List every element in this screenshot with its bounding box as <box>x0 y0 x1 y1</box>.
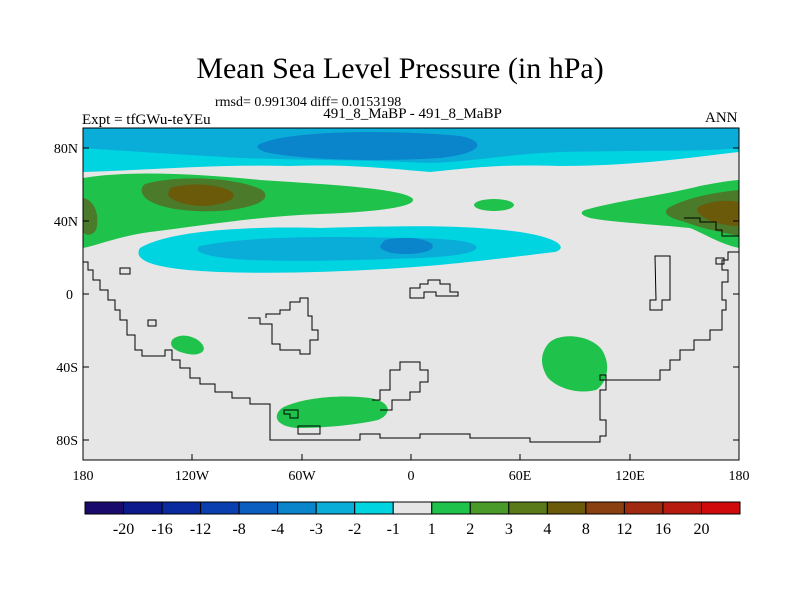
colorbar-box <box>623 501 664 515</box>
colorbar-label: -8 <box>232 521 245 538</box>
colorbar-box <box>508 501 548 515</box>
colorbar-box <box>277 501 317 515</box>
north-small-high <box>474 199 514 211</box>
season-label: ANN <box>705 110 738 126</box>
lon-tick-marks <box>82 454 740 460</box>
coast-island-south <box>297 425 321 435</box>
south-high-indian <box>542 336 608 392</box>
colorbar-label: -4 <box>271 521 284 538</box>
coast-north-island <box>409 279 459 299</box>
lon-label-0: 0 <box>408 469 415 484</box>
lat-tick-marks <box>83 147 739 441</box>
lat-label-40n: 40N <box>54 215 78 230</box>
coast-south-arm <box>372 361 429 411</box>
arctic-low-core <box>257 132 478 160</box>
colorbar-boxes <box>84 501 741 515</box>
colorbar-box <box>546 501 587 515</box>
lat-label-40s: 40S <box>56 361 78 376</box>
colorbar-box <box>700 501 741 515</box>
colorbar-label: -2 <box>348 521 361 538</box>
colorbar-label: 12 <box>616 521 632 538</box>
experiment-label: Expt = tfGWu-teYEu <box>82 112 211 128</box>
colorbar-box <box>431 501 471 515</box>
north-high-east-brown <box>697 200 739 226</box>
colorbar-label: -12 <box>190 521 211 538</box>
lon-label-60e: 60E <box>509 469 532 484</box>
colorbar-box <box>315 501 356 515</box>
colorbar-label: 4 <box>543 521 551 538</box>
colorbar-box <box>123 501 163 515</box>
colorbar-box <box>585 501 625 515</box>
colorbar-label: 3 <box>505 521 513 538</box>
lat-label-80n: 80N <box>54 142 78 157</box>
coast-left-continent <box>83 251 739 443</box>
coast-mid-island <box>248 297 319 355</box>
lon-label-180w: 180 <box>73 469 94 484</box>
stats-line: rmsd= 0.991304 diff= 0.0153198 <box>215 95 402 110</box>
colorbar-box <box>200 501 240 515</box>
lon-label-180e: 180 <box>729 469 750 484</box>
coast-tiny-a <box>147 319 157 327</box>
coast-island-small <box>283 409 299 419</box>
colorbar-label: -16 <box>151 521 172 538</box>
lat-label-80s: 80S <box>56 434 78 449</box>
south-high-atlantic <box>276 396 388 428</box>
midlat-low-core <box>380 237 433 254</box>
colorbar-label: 20 <box>693 521 709 538</box>
colorbar-label: 16 <box>655 521 671 538</box>
colorbar-label: -1 <box>387 521 400 538</box>
colorbar-box <box>238 501 279 515</box>
south-high-pacific <box>171 335 204 355</box>
coast-east-tiny <box>715 257 725 265</box>
lon-label-60w: 60W <box>288 469 316 484</box>
colorbar-labels: -20 -16 -12 -8 -4 -3 -2 -1 1 2 3 4 8 12 16 20 <box>113 521 710 538</box>
colorbar-box <box>392 501 433 515</box>
colorbar-label: -3 <box>310 521 323 538</box>
plot-title: Mean Sea Level Pressure (in hPa) <box>196 52 604 85</box>
colorbar-label: 1 <box>428 521 436 538</box>
colorbar-box <box>354 501 394 515</box>
colorbar-box <box>161 501 202 515</box>
coast-tiny-b <box>119 267 131 275</box>
case-line: 491_8_MaBP - 491_8_MaBP <box>323 106 502 122</box>
colorbar-box <box>469 501 510 515</box>
colorbar-box <box>662 501 702 515</box>
lat-label-0: 0 <box>66 288 73 303</box>
lon-label-120w: 120W <box>175 469 210 484</box>
coast-east-northern <box>684 217 739 237</box>
lon-label-120e: 120E <box>615 469 645 484</box>
colorbar-label: -20 <box>113 521 134 538</box>
colorbar-label: 2 <box>466 521 474 538</box>
north-high-edge-olive <box>83 198 98 235</box>
colorbar-label: 8 <box>582 521 590 538</box>
coast-east-island <box>649 255 671 311</box>
north-high-west-brown <box>168 184 234 206</box>
colorbar-box <box>84 501 125 515</box>
